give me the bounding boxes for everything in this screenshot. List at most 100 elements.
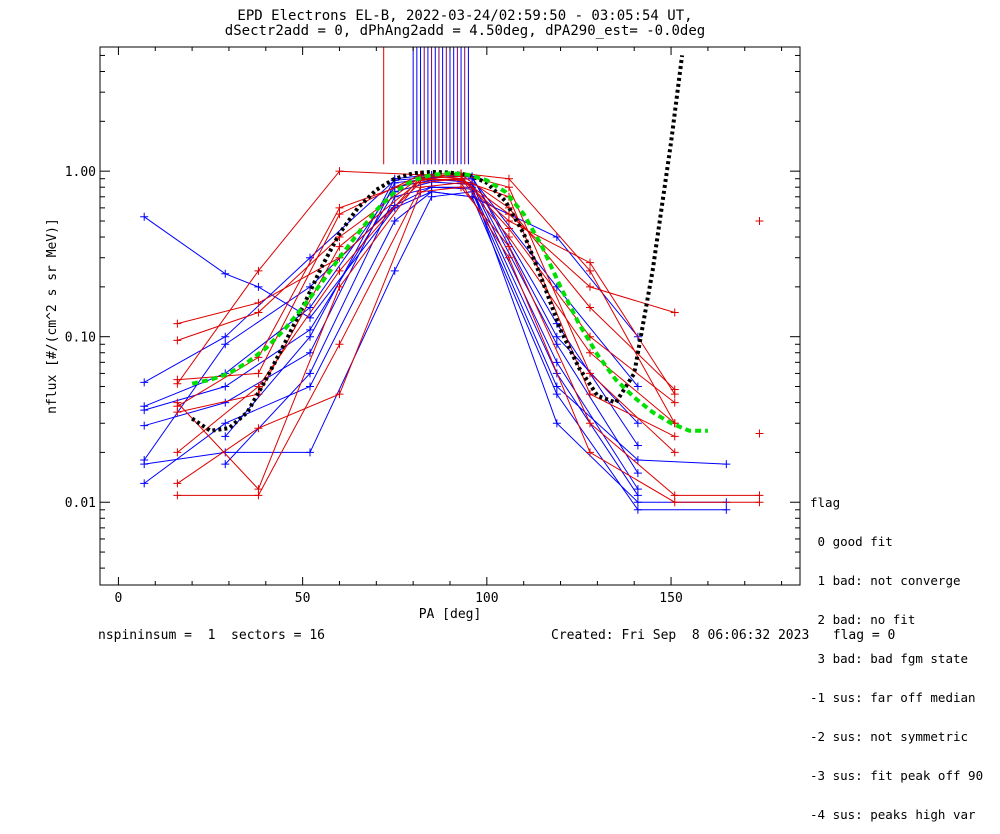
y-tick-label: 1.00 xyxy=(65,165,96,180)
footer-created-info: Created: Fri Sep 8 06:06:32 2023 flag = … xyxy=(551,628,896,643)
legend-item: 2 bad: no fit xyxy=(810,612,916,627)
data-point-marker xyxy=(221,382,230,391)
data-point-marker xyxy=(254,485,263,494)
data-point-marker xyxy=(670,432,679,441)
series-line xyxy=(143,191,727,511)
data-point-marker xyxy=(173,319,182,328)
data-point-marker xyxy=(173,479,182,488)
data-point-marker xyxy=(633,455,642,464)
data-point-marker xyxy=(670,308,679,317)
data-point-marker xyxy=(335,340,344,349)
data-point-marker xyxy=(140,421,149,430)
data-point-marker xyxy=(173,448,182,457)
data-point-marker xyxy=(221,419,230,428)
series-line xyxy=(177,172,676,424)
x-tick-label: 0 xyxy=(115,591,123,606)
data-point-marker xyxy=(173,375,182,384)
data-point-marker xyxy=(306,332,314,341)
data-point-marker xyxy=(335,242,344,251)
legend-item: 3 bad: bad fgm state xyxy=(810,651,969,666)
data-point-marker xyxy=(755,429,764,438)
data-point-marker xyxy=(504,174,513,183)
series-line xyxy=(177,178,675,491)
data-point-marker xyxy=(586,348,594,357)
data-point-marker xyxy=(552,382,561,391)
data-point-marker xyxy=(173,336,182,345)
data-point-marker xyxy=(335,167,344,176)
data-point-marker xyxy=(221,340,230,349)
data-point-marker xyxy=(755,498,764,507)
series-line xyxy=(177,178,675,325)
data-point-marker xyxy=(254,308,263,317)
legend-item: 0 good fit xyxy=(810,534,893,549)
data-point-marker xyxy=(140,212,149,221)
series-line xyxy=(144,178,639,474)
data-point-marker xyxy=(140,460,149,469)
data-point-marker xyxy=(633,441,642,450)
flag-legend: flag 0 good fit 1 bad: not converge 2 ba… xyxy=(810,470,983,834)
data-point-marker xyxy=(504,242,513,251)
legend-item: -3 sus: fit peak off 90 xyxy=(810,768,984,783)
data-point-marker xyxy=(586,258,594,267)
data-point-marker xyxy=(427,192,436,201)
data-point-marker xyxy=(306,382,314,391)
data-point-marker xyxy=(633,382,642,391)
data-point-marker xyxy=(254,298,263,307)
data-point-marker xyxy=(504,253,513,262)
chart-title-line-2: dSectr2add = 0, dPhAng2add = 4.50deg, dP… xyxy=(224,23,706,39)
data-point-marker xyxy=(335,210,344,219)
series-line xyxy=(143,186,639,496)
footer-sector-info: nspininsum = 1 sectors = 16 xyxy=(98,628,325,643)
data-point-marker xyxy=(416,187,425,196)
data-point-marker xyxy=(504,233,513,242)
data-point-marker xyxy=(504,183,513,192)
data-point-marker xyxy=(221,269,230,278)
legend-item: 1 bad: not converge xyxy=(810,573,961,588)
series-line xyxy=(177,173,676,453)
data-point-marker xyxy=(306,369,314,378)
plot-data-layer xyxy=(140,47,764,514)
data-point-marker xyxy=(722,505,731,514)
series-line xyxy=(224,186,727,503)
legend-item: -4 sus: peaks high var xyxy=(810,807,976,822)
data-point-marker xyxy=(427,183,436,192)
data-point-marker xyxy=(586,282,594,291)
data-point-marker xyxy=(306,313,314,322)
data-point-marker xyxy=(504,224,513,233)
data-point-marker xyxy=(670,448,679,457)
data-point-marker xyxy=(221,460,230,469)
legend-item: -1 sus: far off median xyxy=(810,690,976,705)
data-point-marker xyxy=(173,398,182,407)
data-point-marker xyxy=(254,424,263,433)
data-point-marker xyxy=(755,491,764,500)
data-point-marker xyxy=(335,266,344,275)
data-point-marker xyxy=(552,233,561,242)
data-point-marker xyxy=(390,216,399,225)
x-tick-label: 100 xyxy=(475,591,498,606)
data-point-marker xyxy=(722,460,731,469)
data-point-marker xyxy=(140,402,149,411)
series-line xyxy=(177,186,760,496)
data-point-marker xyxy=(633,498,642,507)
data-point-marker xyxy=(254,266,263,275)
data-point-marker xyxy=(586,303,594,312)
data-point-marker xyxy=(457,183,466,192)
series-line xyxy=(177,175,676,407)
data-point-marker xyxy=(306,448,314,457)
data-point-marker xyxy=(335,282,344,291)
data-point-marker xyxy=(390,203,399,212)
data-point-marker xyxy=(306,325,314,334)
data-point-marker xyxy=(586,448,594,457)
data-point-marker xyxy=(586,390,594,399)
y-axis-label: nflux [#/(cm^2 s sr MeV)] xyxy=(45,218,60,414)
legend-item: -2 sus: not symmetric xyxy=(810,729,969,744)
data-point-marker xyxy=(670,491,679,500)
data-point-marker xyxy=(586,266,594,275)
data-point-marker xyxy=(552,419,561,428)
y-tick-label: 0.01 xyxy=(65,496,96,511)
data-point-marker xyxy=(221,332,230,341)
pitch-angle-chart: 0 50 100 150 0.01 0.10 1.00 PA [deg] nflux [#/… xyxy=(45,46,801,622)
data-point-marker xyxy=(586,369,594,378)
y-tick-label: 0.10 xyxy=(65,331,96,346)
green-fit-curve xyxy=(191,171,708,433)
